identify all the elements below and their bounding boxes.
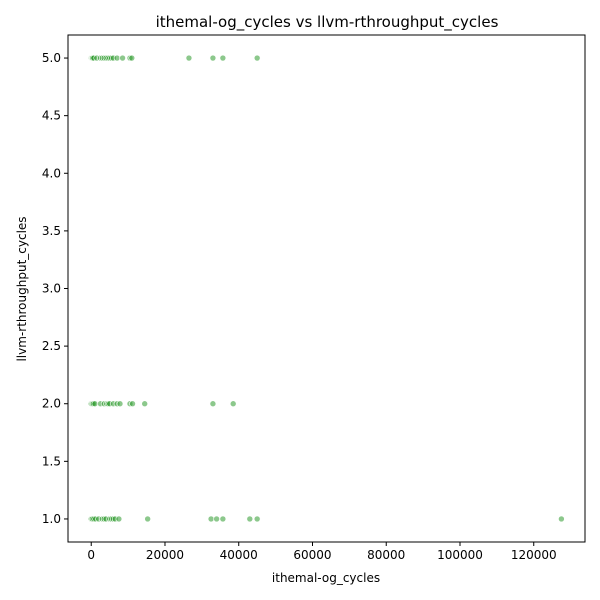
y-tick-label: 4.0 [42, 166, 61, 180]
x-axis-label: ithemal-og_cycles [272, 571, 380, 585]
y-tick-label: 2.0 [42, 397, 61, 411]
data-point [209, 400, 217, 408]
x-tick-label: 40000 [220, 548, 258, 562]
data-point [91, 400, 99, 408]
data-point [185, 54, 193, 62]
x-axis: 0 20000 40000 60000 80000 100000 120000 [87, 542, 557, 562]
data-point [115, 515, 123, 523]
points-layer [87, 54, 565, 523]
data-point [219, 54, 227, 62]
x-tick-label: 60000 [293, 548, 331, 562]
data-point [129, 400, 136, 408]
y-tick-label: 3.0 [42, 282, 61, 296]
x-tick-label: 0 [87, 548, 95, 562]
data-point [246, 515, 254, 523]
data-point [253, 515, 261, 523]
y-tick-label: 4.5 [42, 109, 61, 123]
data-point [558, 515, 565, 523]
y-tick-label: 1.5 [42, 454, 61, 468]
data-point [116, 400, 124, 408]
data-point [213, 515, 220, 523]
plot-frame [67, 34, 586, 543]
chart-title: ithemal-og_cycles vs llvm-rthroughput_cy… [156, 13, 499, 32]
y-tick-label: 1.0 [42, 512, 61, 526]
y-axis-label: llvm-rthroughput_cycles [15, 216, 29, 361]
data-point [141, 400, 149, 408]
data-point [229, 400, 237, 408]
data-point [128, 54, 136, 62]
data-point [144, 515, 151, 523]
data-point [253, 54, 261, 62]
data-point [113, 54, 121, 62]
data-point [219, 515, 227, 523]
x-tick-label: 100000 [437, 548, 483, 562]
x-tick-label: 20000 [146, 548, 184, 562]
x-tick-label: 80000 [367, 548, 405, 562]
y-tick-label: 5.0 [42, 51, 61, 65]
data-point [207, 515, 215, 523]
x-tick-label: 120000 [511, 548, 557, 562]
y-tick-label: 2.5 [42, 339, 61, 353]
y-axis: 1.0 1.5 2.0 2.5 3.0 3.5 4.0 4.5 5.0 [42, 51, 68, 526]
data-point [209, 54, 217, 62]
y-tick-label: 3.5 [42, 224, 61, 238]
data-point [119, 54, 126, 62]
